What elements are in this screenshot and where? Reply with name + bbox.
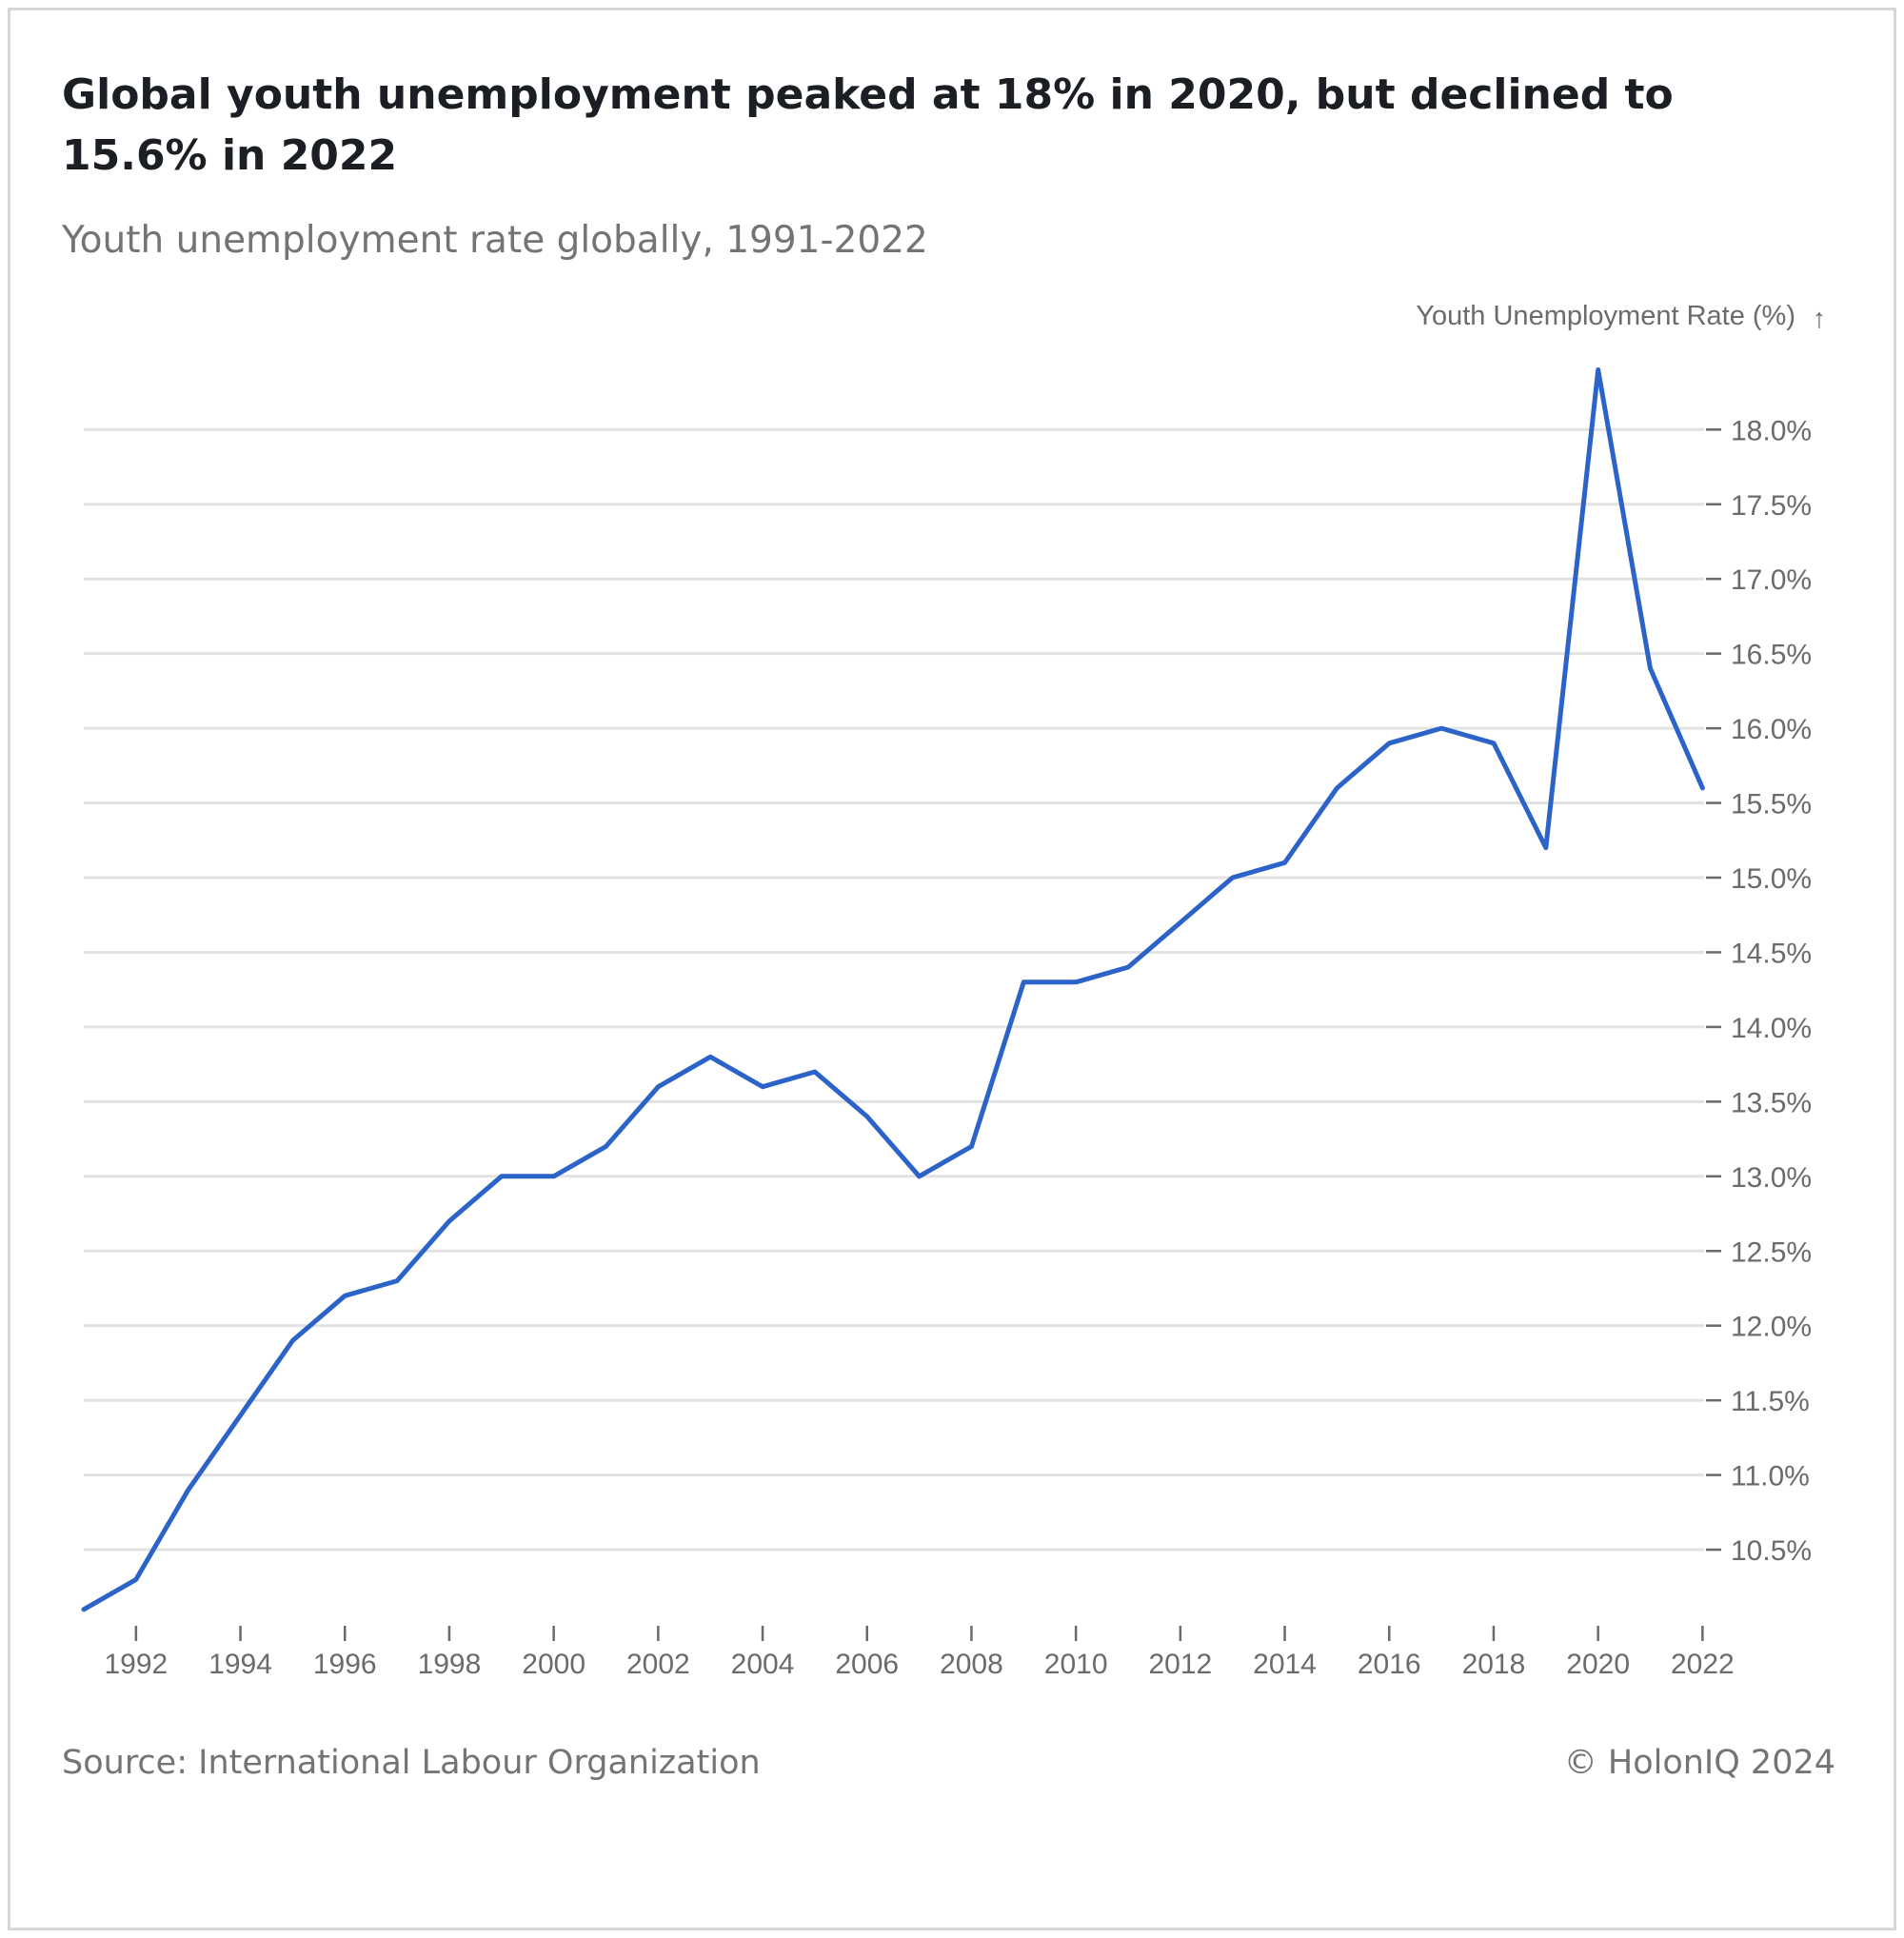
- x-tick-label: 1992: [104, 1649, 168, 1680]
- x-tick-label: 2014: [1253, 1649, 1317, 1680]
- y-axis-arrow: ↑: [1813, 304, 1827, 334]
- y-tick-label: 14.5%: [1731, 938, 1812, 969]
- chart-subtitle: Youth unemployment rate globally, 1991-2…: [62, 219, 928, 262]
- y-tick-label: 15.0%: [1731, 863, 1812, 895]
- x-tick-label: 1994: [208, 1649, 272, 1680]
- y-tick-label: 13.0%: [1731, 1162, 1812, 1194]
- x-tick-label: 2010: [1044, 1649, 1108, 1680]
- x-tick-label: 1998: [418, 1649, 482, 1680]
- x-tick-label: 2018: [1462, 1649, 1526, 1680]
- y-tick-label: 12.0%: [1731, 1312, 1812, 1343]
- y-tick-label: 16.5%: [1731, 640, 1812, 671]
- copyright-note: © HolonIQ 2024: [1563, 1744, 1835, 1782]
- x-tick-label: 2022: [1671, 1649, 1735, 1680]
- x-tick-label: 2020: [1566, 1649, 1630, 1680]
- y-tick-label: 13.5%: [1731, 1087, 1812, 1118]
- y-tick-label: 11.5%: [1731, 1386, 1810, 1417]
- y-tick-label: 15.5%: [1731, 789, 1812, 821]
- x-tick-label: 2012: [1148, 1649, 1212, 1680]
- chart-frame: [8, 8, 1896, 1930]
- x-tick-label: 2004: [731, 1649, 795, 1680]
- x-tick-label: 2000: [522, 1649, 585, 1680]
- gridlines: [84, 427, 1704, 1552]
- tick-labels: 10.5% 11.0% 11.5% 12.0% 12.5% 13.0% 13.5% 14.0%…: [104, 415, 1812, 1680]
- x-tick-label: 2002: [626, 1649, 690, 1680]
- x-tick-label: 2006: [835, 1649, 899, 1680]
- series-line: [81, 367, 1705, 1612]
- y-axis-title: Youth Unemployment Rate (%): [1416, 301, 1795, 331]
- y-tick-label: 17.0%: [1731, 564, 1812, 596]
- y-tick-label: 17.5%: [1731, 490, 1812, 522]
- y-tick-label: 18.0%: [1731, 415, 1812, 446]
- x-tick-label: 2016: [1358, 1649, 1421, 1680]
- series-group: [81, 367, 1705, 1612]
- source-note: Source: International Labour Organizatio…: [62, 1744, 761, 1782]
- chart-title: Global youth unemployment peaked at 18% …: [62, 70, 1674, 180]
- axis-ticks: [134, 428, 1721, 1641]
- x-tick-label: 2008: [940, 1649, 1003, 1680]
- y-tick-label: 12.5%: [1731, 1236, 1812, 1268]
- y-tick-label: 10.5%: [1731, 1535, 1812, 1567]
- y-tick-label: 11.0%: [1731, 1461, 1810, 1493]
- y-tick-label: 16.0%: [1731, 714, 1812, 745]
- y-tick-label: 14.0%: [1731, 1013, 1812, 1044]
- x-tick-label: 1996: [313, 1649, 377, 1680]
